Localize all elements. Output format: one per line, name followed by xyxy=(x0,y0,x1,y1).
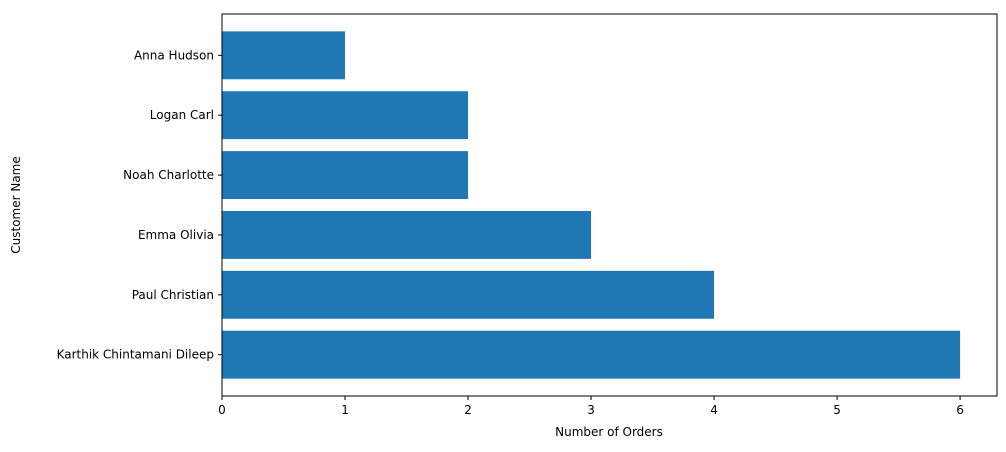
y-tick-label: Paul Christian xyxy=(132,288,214,302)
x-axis-label: Number of Orders xyxy=(555,425,663,439)
x-tick-labels: 0 1 2 3 4 5 6 xyxy=(218,403,964,417)
x-tick-label: 3 xyxy=(587,403,595,417)
x-tick-marks xyxy=(221,396,961,400)
x-tick-label: 4 xyxy=(710,403,718,417)
bar xyxy=(222,151,469,200)
bar xyxy=(222,210,592,259)
y-axis-label: Customer Name xyxy=(9,156,23,254)
y-tick-label: Logan Carl xyxy=(150,108,214,122)
bar xyxy=(222,330,961,379)
y-tick-marks xyxy=(218,54,222,356)
bar xyxy=(222,270,715,319)
bar xyxy=(222,91,469,140)
y-tick-label: Anna Hudson xyxy=(134,48,214,62)
x-tick-label: 2 xyxy=(464,403,472,417)
y-tick-label: Noah Charlotte xyxy=(123,168,214,182)
y-tick-labels: Karthik Chintamani Dileep Paul Christian E… xyxy=(57,48,214,361)
bars-group xyxy=(222,31,961,379)
x-tick-label: 0 xyxy=(218,403,226,417)
y-tick-label: Karthik Chintamani Dileep xyxy=(57,348,214,362)
y-tick-label: Emma Olivia xyxy=(138,228,214,242)
x-tick-label: 1 xyxy=(341,403,349,417)
x-tick-label: 6 xyxy=(956,403,964,417)
x-tick-label: 5 xyxy=(833,403,841,417)
bar xyxy=(222,31,346,80)
plot-frame xyxy=(221,13,998,397)
